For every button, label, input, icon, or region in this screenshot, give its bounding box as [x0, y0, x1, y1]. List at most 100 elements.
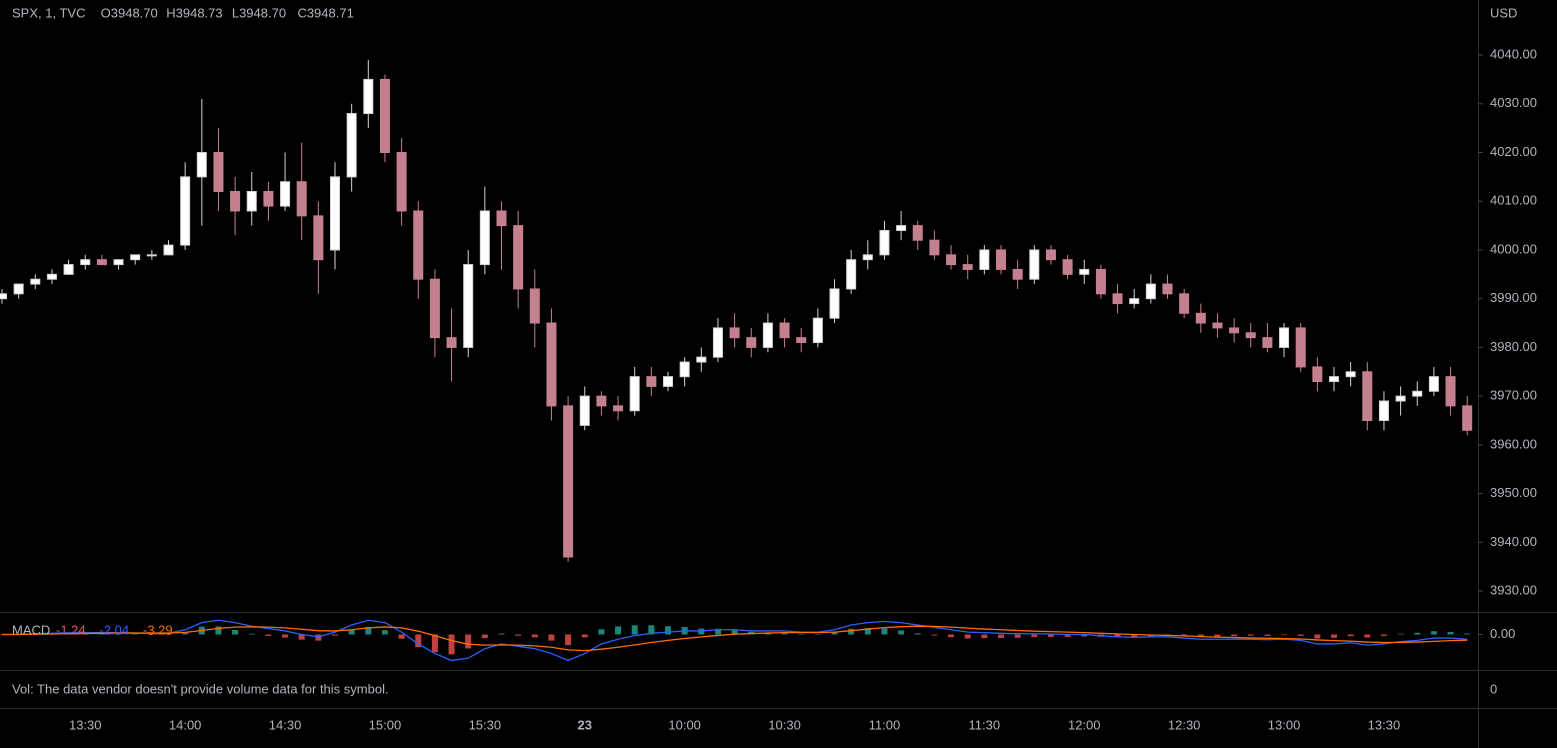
- price-tick-label: 3960.00: [1490, 436, 1537, 451]
- candle-body: [0, 293, 7, 300]
- candle-body: [296, 181, 307, 217]
- price-tick-label: 4030.00: [1490, 95, 1537, 110]
- macd-legend-value: -3.29: [143, 622, 173, 637]
- time-label: 11:30: [969, 717, 1001, 732]
- time-label: 13:30: [1368, 717, 1401, 732]
- time-label: 12:30: [1168, 717, 1201, 732]
- candle-body: [1129, 298, 1140, 305]
- macd-histogram-bar: [448, 634, 455, 655]
- candle-body: [30, 278, 41, 285]
- macd-histogram-bar: [1081, 634, 1088, 637]
- candle-body: [180, 176, 191, 246]
- candle-body: [629, 376, 640, 412]
- candle-body: [1362, 371, 1373, 422]
- macd-histogram-bar: [864, 628, 871, 635]
- candle-body: [1162, 283, 1173, 295]
- time-label: 14:00: [169, 717, 202, 732]
- macd-histogram-bar: [1331, 634, 1337, 638]
- macd-histogram-bar: [1014, 634, 1021, 638]
- price-tick-label: 4040.00: [1490, 46, 1537, 61]
- macd-histogram-bar: [115, 634, 122, 635]
- macd-histogram-bar: [598, 629, 605, 635]
- candle-body: [146, 254, 157, 257]
- candle-body: [563, 405, 574, 558]
- macd-histogram-bar: [248, 633, 255, 635]
- candle-body: [996, 249, 1006, 270]
- candle-body: [1395, 395, 1406, 402]
- candle-body: [696, 356, 707, 363]
- macd-histogram-bar: [1231, 634, 1238, 637]
- macd-histogram-bar: [1397, 633, 1404, 635]
- macd-histogram-bar: [465, 634, 472, 649]
- macd-histogram-bar: [781, 632, 788, 635]
- candle-body: [846, 259, 857, 290]
- macd-histogram-bar: [1380, 634, 1387, 636]
- macd-histogram-bar: [282, 634, 289, 638]
- candle-body: [1045, 249, 1056, 261]
- candle-body: [113, 259, 124, 266]
- macd-histogram-bar: [565, 634, 572, 646]
- macd-histogram-bar: [548, 634, 555, 641]
- candle-body: [346, 113, 357, 178]
- candle-body: [729, 327, 740, 339]
- candle-body: [1112, 293, 1123, 305]
- ohlc-legend-value: C3948.71: [297, 5, 353, 20]
- candle-body: [912, 225, 923, 241]
- candle-body: [96, 259, 107, 266]
- candle-body: [896, 225, 907, 231]
- candle-body: [1145, 283, 1156, 300]
- candle-body: [929, 239, 940, 256]
- time-label: 10:30: [768, 717, 801, 732]
- candle-body: [1029, 249, 1040, 280]
- currency-label: USD: [1490, 5, 1517, 20]
- macd-legend-value: -1.24: [56, 622, 86, 637]
- macd-histogram-bar: [998, 634, 1004, 639]
- macd-histogram-bar: [232, 629, 239, 635]
- candle-body: [1079, 268, 1090, 275]
- macd-histogram-bar: [148, 634, 155, 635]
- symbol-legend: SPX, 1, TVC: [12, 5, 85, 20]
- macd-histogram-bar: [415, 634, 422, 648]
- price-tick-label: 3930.00: [1490, 582, 1537, 597]
- candle-body: [1378, 400, 1389, 422]
- candle-body: [396, 152, 407, 212]
- candle-body: [979, 249, 990, 270]
- candle-body: [679, 361, 690, 378]
- macd-histogram-bar: [165, 634, 172, 635]
- macd-histogram-bar: [348, 629, 355, 635]
- macd-histogram-bar: [1464, 633, 1471, 635]
- macd-histogram-bar: [182, 631, 189, 635]
- time-label: 13:00: [1268, 717, 1301, 732]
- macd-histogram-bar: [1281, 634, 1288, 636]
- candle-body: [1212, 322, 1223, 329]
- macd-histogram-bar: [215, 626, 222, 635]
- candle-body: [513, 225, 524, 290]
- candle-body: [1295, 327, 1306, 368]
- time-label: 12:00: [1068, 717, 1101, 732]
- macd-histogram-bar: [831, 632, 838, 635]
- candle-body: [879, 229, 890, 256]
- macd-histogram-bar: [365, 626, 372, 635]
- candle-body: [363, 78, 374, 115]
- candle-body: [446, 337, 457, 348]
- ohlc-legend-value: L3948.70: [232, 5, 286, 20]
- candle-body: [1345, 371, 1356, 378]
- macd-histogram-bar: [981, 634, 988, 639]
- candle-body: [63, 264, 74, 275]
- macd-histogram-bar: [1314, 634, 1321, 639]
- candle-body: [80, 259, 91, 266]
- time-label: 23: [578, 717, 592, 732]
- macd-histogram-bar: [381, 630, 388, 635]
- candle-body: [1262, 337, 1273, 348]
- candle-body: [1179, 293, 1190, 314]
- macd-histogram-bar: [1131, 634, 1138, 638]
- macd-histogram-bar: [931, 634, 938, 636]
- macd-histogram-bar: [1430, 631, 1437, 635]
- macd-histogram-bar: [714, 628, 721, 635]
- macd-histogram-bar: [881, 628, 888, 635]
- macd-histogram-bar: [581, 634, 588, 638]
- candle-body: [596, 395, 607, 407]
- macd-histogram-bar: [132, 634, 139, 635]
